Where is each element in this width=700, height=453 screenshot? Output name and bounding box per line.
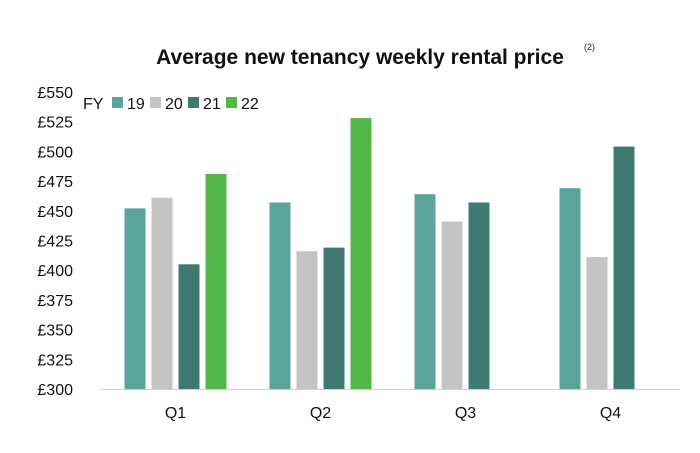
bar-q3-fy20 xyxy=(441,221,463,389)
y-tick-label: £400 xyxy=(37,263,73,280)
chart-title-footnote: (2) xyxy=(584,42,595,52)
y-tick-label: £475 xyxy=(37,174,73,191)
bars xyxy=(124,118,635,389)
bar-q2-fy21 xyxy=(323,247,345,389)
bar-q4-fy20 xyxy=(586,257,608,389)
legend-swatch-fy20 xyxy=(150,97,161,108)
bar-q2-fy19 xyxy=(269,202,291,389)
bar-q1-fy21 xyxy=(178,264,200,389)
x-tick-label: Q4 xyxy=(600,405,621,422)
bar-q1-fy22 xyxy=(205,174,227,389)
chart-title: Average new tenancy weekly rental price xyxy=(156,46,564,69)
y-tick-label: £525 xyxy=(37,115,73,132)
y-tick-label: £550 xyxy=(37,85,73,102)
y-tick-label: £450 xyxy=(37,204,73,221)
y-tick-label: £500 xyxy=(37,144,73,161)
bar-q1-fy20 xyxy=(151,197,173,389)
legend-label-fy21: 21 xyxy=(203,96,221,113)
legend-label-fy22: 22 xyxy=(241,96,259,113)
legend-swatch-fy22 xyxy=(226,97,237,108)
legend: FY 19 20 21 22 xyxy=(83,96,259,113)
x-tick-label: Q1 xyxy=(165,405,186,422)
x-tick-label: Q2 xyxy=(310,405,331,422)
y-tick-label: £300 xyxy=(37,382,73,399)
legend-title: FY xyxy=(83,96,104,113)
y-axis: £300 £325 £350 £375 £400 £425 £450 £475 £500 £525… xyxy=(37,85,73,399)
bar-q3-fy19 xyxy=(414,194,436,389)
y-tick-label: £375 xyxy=(37,293,73,310)
legend-swatch-fy19 xyxy=(112,97,123,108)
bar-q2-fy22 xyxy=(350,118,372,389)
bar-q3-fy21 xyxy=(468,202,490,389)
x-axis: Q1 Q2 Q3 Q4 xyxy=(165,405,621,422)
legend-label-fy20: 20 xyxy=(165,96,183,113)
bar-q4-fy21 xyxy=(613,146,635,389)
y-tick-label: £425 xyxy=(37,234,73,251)
legend-label-fy19: 19 xyxy=(127,96,145,113)
bar-q1-fy19 xyxy=(124,208,146,389)
y-tick-label: £350 xyxy=(37,323,73,340)
bar-q2-fy20 xyxy=(296,251,318,389)
bar-q4-fy19 xyxy=(559,188,581,389)
x-tick-label: Q3 xyxy=(455,405,476,422)
y-tick-label: £325 xyxy=(37,352,73,369)
legend-swatch-fy21 xyxy=(188,97,199,108)
